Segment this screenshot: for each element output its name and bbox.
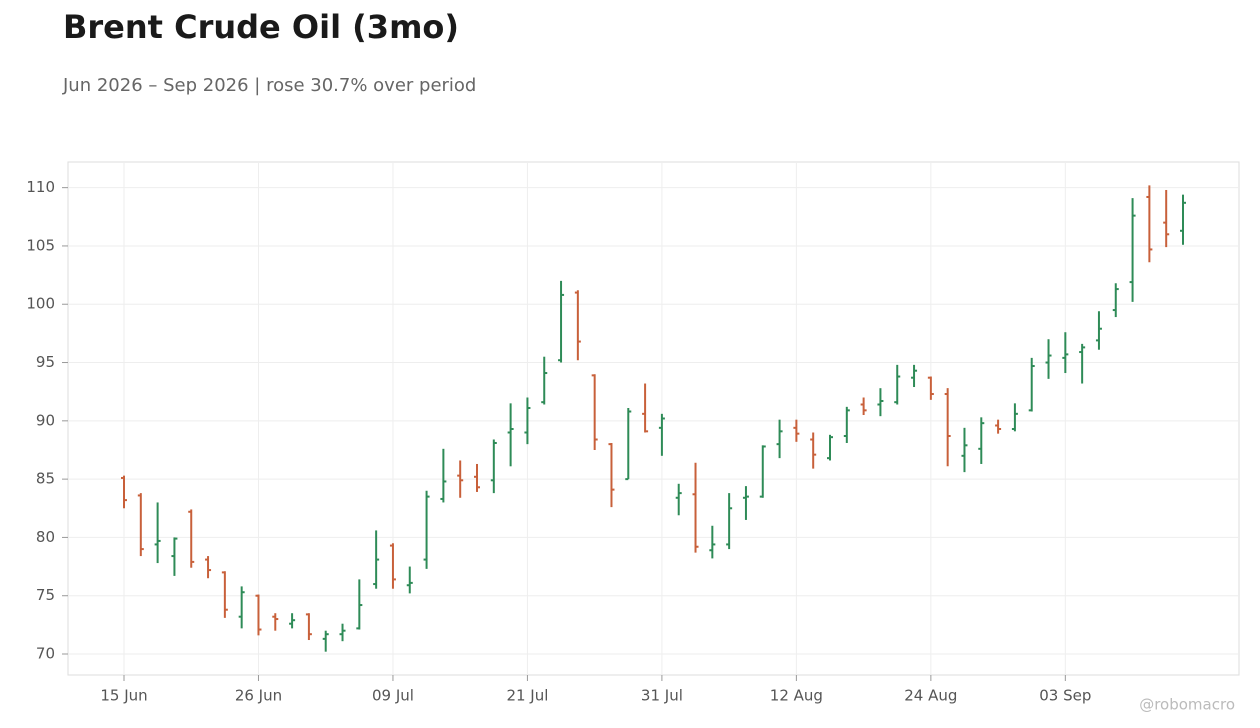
chart-subtitle: Jun 2026 – Sep 2026 | rose 30.7% over pe…	[62, 75, 476, 96]
y-tick-label: 70	[36, 645, 55, 663]
y-tick-label: 75	[36, 586, 55, 604]
x-tick-label: 26 Jun	[235, 687, 282, 705]
x-tick-label: 31 Jul	[641, 687, 683, 705]
watermark: @robomacro	[1139, 696, 1235, 714]
y-tick-label: 95	[36, 353, 55, 371]
x-tick-label: 24 Aug	[904, 687, 957, 705]
x-tick-label: 21 Jul	[506, 687, 548, 705]
plot-frame	[67, 161, 1240, 676]
y-tick-label: 105	[26, 236, 55, 254]
y-tick-label: 110	[26, 178, 55, 196]
chart-title: Brent Crude Oil (3mo)	[63, 8, 459, 46]
x-tick-label: 03 Sep	[1039, 687, 1091, 705]
x-tick-label: 15 Jun	[100, 687, 147, 705]
y-tick-label: 85	[36, 470, 55, 488]
y-tick-label: 100	[26, 295, 55, 313]
y-tick-label: 90	[36, 411, 55, 429]
x-tick-label: 12 Aug	[770, 687, 823, 705]
y-tick-label: 80	[36, 528, 55, 546]
x-tick-label: 09 Jul	[372, 687, 414, 705]
